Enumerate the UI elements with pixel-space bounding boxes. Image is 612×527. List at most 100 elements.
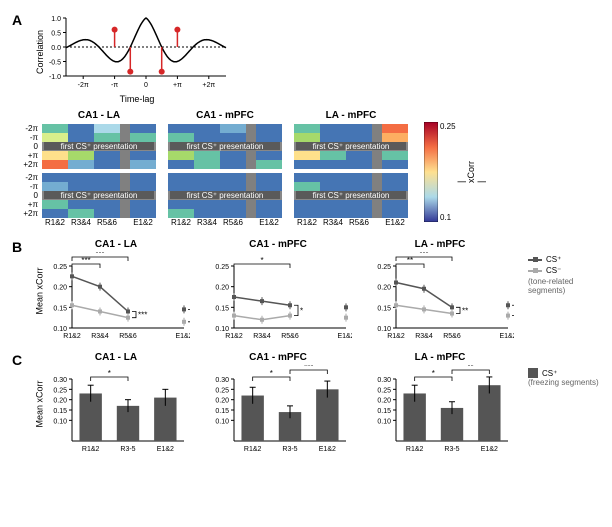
panel-a: A Correlation -1.0-0.50.00.51.0-2π-π0+π+… (12, 12, 600, 227)
svg-text:0.10: 0.10 (215, 418, 229, 425)
legend-csminus: CS⁻ (546, 266, 561, 275)
lineplot-1: CA1 - mPFC0.100.150.200.25R1&2R3&4R5&6E1… (204, 239, 352, 342)
svg-text:**: ** (468, 365, 474, 371)
corr-svg: -1.0 -0.5 0.0 0.5 1.0 -2π -π 0 +π +2π (42, 12, 232, 92)
svg-text:R5&6: R5&6 (119, 333, 137, 340)
colorbar-wrap: 0.25 0.1 | xCorr | (420, 110, 438, 222)
panel-b-legend: CS⁺ CS⁻ (tone-related segments) (528, 255, 600, 295)
heatmap-2: LA - mPFCfirst CS⁺ presentationfirst CS⁺… (294, 110, 408, 227)
svg-text:***: *** (304, 365, 313, 371)
svg-text:0.20: 0.20 (215, 398, 229, 405)
corr-xlabel: Time-lag (120, 94, 155, 104)
svg-text:*: * (432, 369, 435, 378)
svg-text:0.25: 0.25 (215, 387, 229, 394)
panel-b-label: B (12, 239, 22, 255)
svg-text:0.10: 0.10 (215, 326, 229, 333)
colorbar: 0.25 0.1 | xCorr | (424, 122, 438, 222)
heatmap-title: CA1 - mPFC (168, 110, 282, 121)
svg-text:E1&2: E1&2 (481, 446, 498, 453)
svg-text:E1&2: E1&2 (157, 446, 174, 453)
svg-text:R1&2: R1&2 (63, 333, 81, 340)
svg-text:R5&6: R5&6 (443, 333, 461, 340)
svg-text:R1&2: R1&2 (244, 446, 262, 453)
legend-c-note: (freezing segments) (528, 378, 599, 387)
heatmap-row: Peak latency CA1 - LA-2π-π0+π+2πfirst CS… (42, 110, 600, 227)
svg-text:-0.5: -0.5 (49, 60, 61, 67)
svg-text:R5&6: R5&6 (281, 333, 299, 340)
heatmap-title: CA1 - LA (42, 110, 156, 121)
svg-text:-1.0: -1.0 (49, 74, 61, 81)
svg-text:0.10: 0.10 (53, 418, 67, 425)
panel-c-label: C (12, 352, 22, 368)
svg-text:0.25: 0.25 (53, 264, 67, 271)
barplot-2: LA - mPFC0.100.150.200.250.30R1&2R3-5E1&… (366, 352, 514, 455)
svg-text:0.30: 0.30 (377, 377, 391, 384)
barplot-1: CA1 - mPFC0.100.150.200.250.30R1&2R3-5E1… (204, 352, 352, 455)
svg-text:0.0: 0.0 (51, 45, 61, 52)
panel-b: B CA1 - LAMean xCorr0.100.150.200.25R1&2… (12, 239, 600, 342)
svg-text:0.20: 0.20 (215, 285, 229, 292)
lineplot-2: LA - mPFC0.100.150.200.25R1&2R3&4R5&6E1&… (366, 239, 514, 342)
cb-tick-min: 0.1 (440, 213, 456, 222)
legend-c-csplus: CS⁺ (542, 369, 557, 378)
svg-text:0.15: 0.15 (53, 408, 67, 415)
svg-text:-π: -π (111, 82, 118, 89)
svg-text:R3&4: R3&4 (415, 333, 433, 340)
legend-csplus: CS⁺ (546, 255, 561, 264)
svg-text:+2π: +2π (202, 82, 215, 89)
svg-text:R1&2: R1&2 (225, 333, 243, 340)
svg-text:0.30: 0.30 (215, 377, 229, 384)
svg-text:1.0: 1.0 (51, 16, 61, 23)
svg-text:0.10: 0.10 (53, 326, 67, 333)
svg-text:0.20: 0.20 (53, 398, 67, 405)
svg-text:0.30: 0.30 (53, 377, 67, 384)
svg-text:0.5: 0.5 (51, 31, 61, 38)
svg-text:0.25: 0.25 (215, 264, 229, 271)
svg-text:**: ** (462, 306, 468, 315)
svg-text:0.10: 0.10 (377, 326, 391, 333)
svg-text:*: * (300, 306, 303, 315)
heatmap-1: CA1 - mPFCfirst CS⁺ presentationfirst CS… (168, 110, 282, 227)
svg-text:0.25: 0.25 (377, 264, 391, 271)
svg-text:R3-5: R3-5 (282, 446, 297, 453)
panelc-ylabel: Mean xCorr (35, 380, 45, 427)
colorbar-label: | xCorr | (456, 161, 486, 183)
panel-c: C CA1 - LAMean xCorr0.100.150.200.250.30… (12, 352, 600, 455)
svg-text:R3-5: R3-5 (120, 446, 135, 453)
svg-text:R3&4: R3&4 (253, 333, 271, 340)
heatmap-0: CA1 - LA-2π-π0+π+2πfirst CS⁺ presentatio… (42, 110, 156, 227)
svg-text:0.25: 0.25 (377, 387, 391, 394)
svg-text:0.25: 0.25 (53, 387, 67, 394)
svg-text:*: * (108, 369, 111, 378)
svg-text:0.10: 0.10 (377, 418, 391, 425)
svg-text:*: * (260, 256, 263, 265)
correlation-schematic: Correlation -1.0-0.50.00.51.0-2π-π0+π+2π… (42, 12, 232, 92)
svg-text:*: * (270, 369, 273, 378)
svg-text:R1&2: R1&2 (82, 446, 100, 453)
svg-text:E1&2: E1&2 (175, 333, 190, 340)
svg-text:E1&2: E1&2 (319, 446, 336, 453)
panel-a-label: A (12, 12, 22, 28)
svg-text:R1&2: R1&2 (406, 446, 424, 453)
svg-text:R3-5: R3-5 (444, 446, 459, 453)
barplot-0: CA1 - LAMean xCorr0.100.150.200.250.30R1… (42, 352, 190, 455)
svg-text:0.15: 0.15 (53, 305, 67, 312)
heatmap-title: LA - mPFC (294, 110, 408, 121)
svg-text:***: *** (419, 252, 428, 258)
panel-c-legend: CS⁺ (freezing segments) (528, 368, 599, 387)
panelb-ylabel: Mean xCorr (35, 267, 45, 314)
svg-text:0: 0 (144, 82, 148, 89)
svg-text:***: *** (138, 311, 147, 320)
svg-text:0.15: 0.15 (377, 408, 391, 415)
svg-text:0.20: 0.20 (53, 285, 67, 292)
svg-text:0.15: 0.15 (215, 408, 229, 415)
svg-text:0.20: 0.20 (377, 398, 391, 405)
legend-b-note: (tone-related segments) (528, 277, 600, 295)
svg-text:***: *** (95, 252, 104, 258)
svg-text:-2π: -2π (78, 82, 89, 89)
svg-text:0.15: 0.15 (215, 305, 229, 312)
svg-text:0.20: 0.20 (377, 285, 391, 292)
lineplot-0: CA1 - LAMean xCorr0.100.150.200.25R1&2R3… (42, 239, 190, 342)
svg-text:E1&2: E1&2 (499, 333, 514, 340)
svg-text:+π: +π (173, 82, 182, 89)
